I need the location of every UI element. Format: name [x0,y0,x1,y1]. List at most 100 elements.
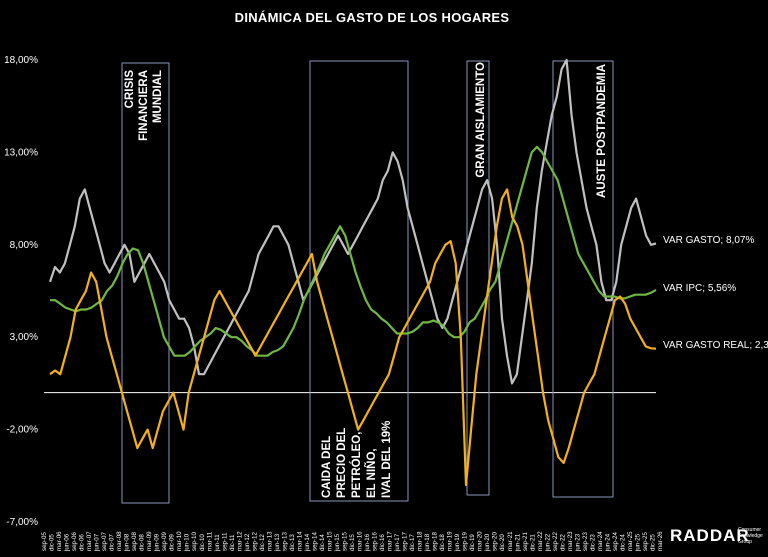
annotation-1: CRISIS FINANCIERA MUNDIAL [124,70,164,141]
x-tick-label: mar-10 [176,531,183,551]
series-label-2: VAR IPC; 5,56% [663,283,736,294]
x-tick-label: dic-10 [199,534,206,551]
x-tick-label: sep-05 [41,532,48,551]
annotation-line: CRISIS [124,70,136,109]
x-tick-label: sep-19 [462,532,469,551]
x-tick-label: jun-09 [154,533,161,552]
x-tick-label: mar-20 [477,531,484,551]
x-tick-label: jun-07 [94,533,101,552]
x-tick-label: dic-15 [349,534,356,551]
x-tick-label: jun-06 [64,533,71,552]
brand-sub-2: Knowledge [738,533,763,539]
x-tick-label: sep-22 [552,532,559,551]
x-tick-label: jun-20 [484,533,491,552]
brand-sub-1: Consumer [738,527,761,533]
y-tick-label: 8,00% [10,240,38,251]
x-tick-label: dic-25 [649,534,656,551]
x-tick-label: mar-09 [146,531,153,551]
x-tick-label: dic-07 [109,534,116,551]
x-tick-label: sep-07 [101,532,108,551]
x-tick-label: jun-24 [604,533,611,552]
x-tick-label: sep-15 [341,532,348,551]
x-tick-label: dic-06 [79,534,86,551]
x-tick-label: mar-22 [537,531,544,551]
event-annotations: CRISIS FINANCIERA MUNDIAL CAIDA DEL PRECIO D… [124,62,608,498]
x-tick-label: sep-10 [191,532,198,551]
x-tick-label: sep-11 [221,532,228,551]
x-tick-label: jun-18 [424,533,431,552]
x-tick-label: jun-25 [634,533,641,552]
series-line-2 [50,145,657,357]
x-tick-label: jun-23 [574,533,581,552]
y-tick-label: -2,00% [6,425,38,436]
x-tick-label: mar-25 [627,531,634,551]
x-tick-label: mar-06 [56,531,63,551]
annotation-line: FINANCIERA [138,70,150,141]
annotation-line: PETRÓLEO, [350,432,363,498]
x-tick-label: dic-17 [409,534,416,551]
x-tick-label: dic-21 [529,534,536,551]
x-tick-label: sep-17 [402,532,409,551]
x-tick-label: jun-19 [454,533,461,552]
annotation-line: MUNDIAL [152,70,164,123]
y-tick-label: 3,00% [10,332,38,343]
x-tick-label: sep-13 [281,532,288,551]
x-tick-label: mar-17 [387,531,394,551]
x-tick-label: sep-18 [432,532,439,551]
x-tick-label: dic-19 [469,534,476,551]
x-tick-label: dic-09 [169,534,176,551]
x-tick-label: sep-20 [492,532,499,551]
series-label-3: VAR GASTO REAL; 2,38% [663,340,768,351]
x-tick-label: sep-08 [131,532,138,551]
brand-sub-3: Group [738,539,752,545]
y-tick-label: 18,00% [4,55,38,66]
x-tick-label: dic-18 [439,534,446,551]
event-boxes [121,60,614,504]
series-line-3 [49,188,657,487]
x-tick-label: sep-16 [372,532,379,551]
x-tick-label: jun-11 [214,534,221,552]
x-tick-label: jun-21 [514,533,521,552]
x-tick-label: mar-07 [86,531,93,551]
x-tick-label: jun-13 [274,533,281,552]
x-tick-label: dic-22 [559,534,566,551]
series-lines [48,58,657,487]
x-tick-label: jun-12 [244,533,251,552]
x-tick-label: mar-13 [266,531,273,551]
x-tick-label: sep-06 [71,532,78,551]
annotation-line: PRECIO DEL [336,428,348,498]
x-axis: sep-05 dic-05 mar-06 jun-06 sep-06 dic-06 mar-… [41,531,664,552]
series-labels: VAR GASTO; 8,07% VAR IPC; 5,56% VAR GASTO … [663,235,768,351]
x-tick-label: mar-14 [296,531,303,551]
x-tick-label: jun-10 [184,533,191,552]
x-tick-label: jun-17 [394,533,401,552]
brand-name: RADDAR [670,526,750,545]
event-box-2 [309,60,409,502]
x-tick-label: dic-08 [139,534,146,551]
x-tick-label: mar-15 [326,531,333,551]
chart-title: DINÁMICA DEL GASTO DE LOS HOGARES [235,10,510,25]
raddar-logo: RADDAR Consumer Knowledge Group [670,526,763,545]
event-box-4 [552,60,614,498]
event-box-1 [121,62,170,504]
x-tick-label: dic-16 [379,534,386,551]
annotation-2: CAIDA DEL PRECIO DEL PETRÓLEO, EL NIÑO, IVAL… [321,421,393,498]
annotation-4: AUSTE POSTPANDEMIA [596,64,608,198]
x-tick-label: sep-14 [311,532,318,551]
x-tick-label: sep-21 [522,532,529,551]
annotation-3: GRAN AISLAMIENTO [475,62,487,178]
x-tick-label: dic-13 [289,534,296,551]
annotation-line: IVAL DEL 19% [381,421,393,498]
x-tick-label: mar-26 [657,531,664,551]
x-tick-label: mar-23 [567,531,574,551]
x-tick-label: sep-12 [251,532,258,551]
y-tick-label: 13,00% [4,147,38,158]
annotation-line: CAIDA DEL [321,436,333,498]
x-tick-label: mar-16 [357,531,364,551]
x-tick-label: dic-12 [259,534,266,551]
x-tick-label: dic-23 [589,534,596,551]
x-tick-label: jun-14 [304,533,311,552]
x-tick-label: jun-16 [364,533,371,552]
x-tick-label: jun-15 [334,533,341,552]
series-line-1 [48,58,657,385]
